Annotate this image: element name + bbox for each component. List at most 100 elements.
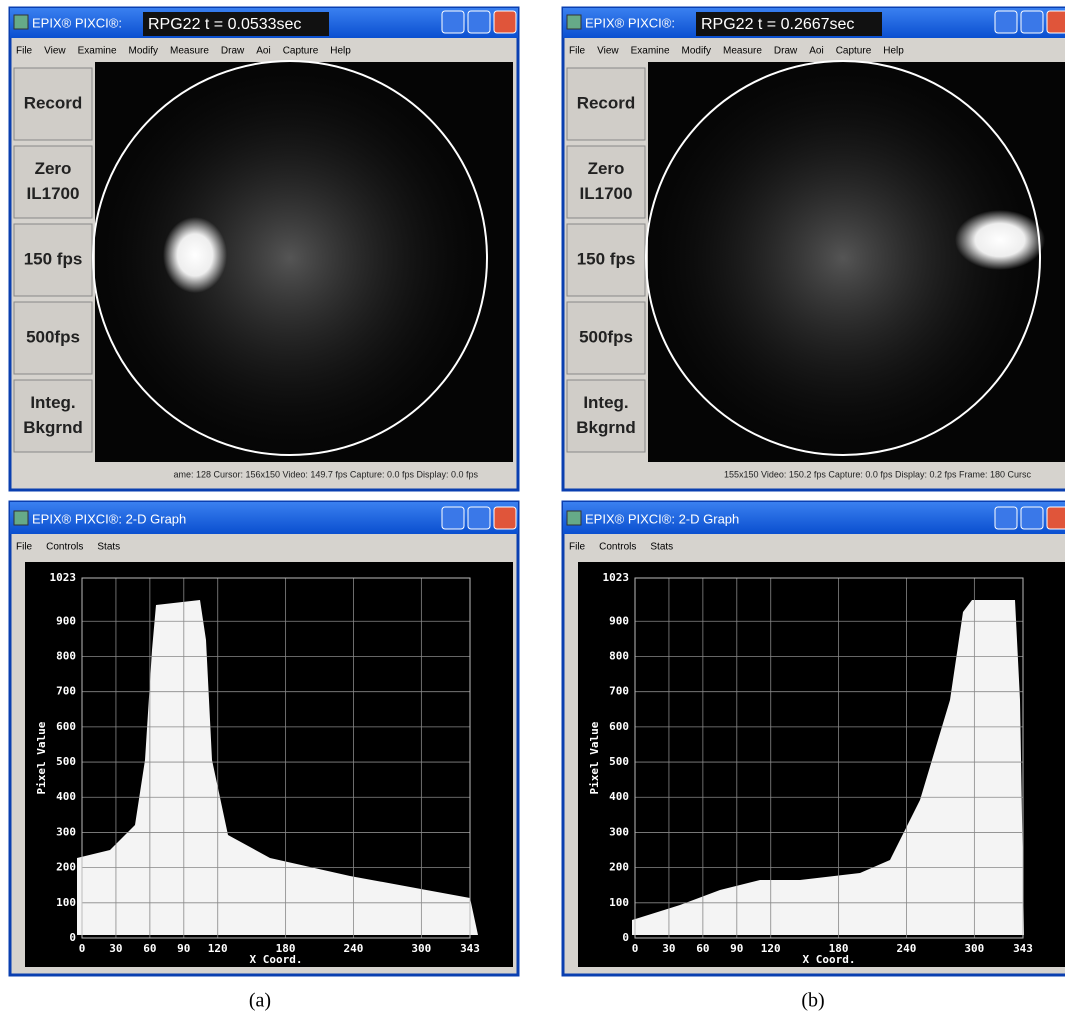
- button-label: Record: [577, 93, 636, 112]
- button-label: Zero: [588, 159, 625, 178]
- menu-item[interactable]: File: [569, 46, 586, 57]
- y-tick-label: 200: [609, 861, 629, 874]
- window-close-button[interactable]: [494, 11, 516, 33]
- bright-spot: [163, 217, 227, 293]
- x-tick-label: 60: [143, 942, 156, 955]
- window-max-button[interactable]: [468, 507, 490, 529]
- x-tick-label: 0: [632, 942, 639, 955]
- y-tick-label: 0: [69, 931, 76, 944]
- graph-title: EPIX® PIXCI®: 2-D Graph: [585, 511, 739, 526]
- app-title: EPIX® PIXCI®:: [32, 15, 122, 30]
- menu-item[interactable]: Draw: [221, 46, 245, 57]
- image-title: RPG22 t = 0.2667sec: [701, 16, 854, 33]
- x-tick-label: 90: [177, 942, 190, 955]
- menu-item[interactable]: File: [569, 542, 586, 553]
- window-min-button[interactable]: [995, 11, 1017, 33]
- y-tick-label: 600: [609, 720, 629, 733]
- app-icon: [14, 15, 28, 29]
- figure: EPIX® PIXCI®: RPG22 t = 0.0533sec File View…: [0, 0, 1065, 1020]
- window-close-button[interactable]: [1047, 11, 1065, 33]
- menu-item[interactable]: Help: [330, 46, 351, 57]
- menu-item[interactable]: Examine: [631, 46, 670, 57]
- menu-item[interactable]: Measure: [170, 46, 209, 57]
- y-tick-label: 700: [56, 685, 76, 698]
- button-label: Bkgrnd: [23, 418, 83, 437]
- button-label: 500fps: [26, 327, 80, 346]
- menu-item[interactable]: Measure: [723, 46, 762, 57]
- toolbar-button[interactable]: [14, 380, 92, 452]
- x-tick-label: 300: [964, 942, 984, 955]
- x-tick-label: 120: [761, 942, 781, 955]
- window-max-button[interactable]: [1021, 507, 1043, 529]
- x-axis-label: X Coord.: [803, 953, 856, 966]
- toolbar-button[interactable]: [567, 146, 645, 218]
- menu-item[interactable]: Draw: [774, 46, 798, 57]
- y-tick-label: 900: [56, 614, 76, 627]
- x-tick-label: 240: [344, 942, 364, 955]
- app-icon: [567, 511, 581, 525]
- y-tick-label: 600: [56, 720, 76, 733]
- y-tick-label: 400: [609, 790, 629, 803]
- menu-item[interactable]: View: [597, 46, 619, 57]
- menu-item[interactable]: Capture: [283, 46, 319, 57]
- window-min-button[interactable]: [995, 507, 1017, 529]
- x-tick-label: 343: [1013, 942, 1033, 955]
- menu-item[interactable]: Controls: [46, 542, 83, 553]
- y-tick-label: 900: [609, 614, 629, 627]
- menu-item[interactable]: Capture: [836, 46, 872, 57]
- menu-item[interactable]: Stats: [650, 542, 673, 553]
- window-max-button[interactable]: [1021, 11, 1043, 33]
- x-tick-label: 300: [411, 942, 431, 955]
- y-tick-label: 1023: [50, 571, 77, 584]
- x-tick-label: 90: [730, 942, 743, 955]
- toolbar-button[interactable]: [14, 146, 92, 218]
- y-tick-label: 700: [609, 685, 629, 698]
- bright-spot: [955, 210, 1045, 270]
- toolbar-button[interactable]: [567, 380, 645, 452]
- y-tick-label: 300: [56, 825, 76, 838]
- window-min-button[interactable]: [442, 11, 464, 33]
- menu-item[interactable]: File: [16, 46, 33, 57]
- window-min-button[interactable]: [442, 507, 464, 529]
- button-label: Bkgrnd: [576, 418, 636, 437]
- menu-item[interactable]: Modify: [682, 46, 711, 57]
- panel: EPIX® PIXCI®: RPG22 t = 0.0533sec File View…: [10, 8, 518, 1012]
- button-label: Integ.: [30, 393, 75, 412]
- x-tick-label: 240: [897, 942, 917, 955]
- graph-title: EPIX® PIXCI®: 2-D Graph: [32, 511, 186, 526]
- menu-item[interactable]: Controls: [599, 542, 636, 553]
- y-tick-label: 500: [609, 755, 629, 768]
- y-tick-label: 100: [56, 896, 76, 909]
- window-close-button[interactable]: [494, 507, 516, 529]
- window-max-button[interactable]: [468, 11, 490, 33]
- menu-item[interactable]: Help: [883, 46, 904, 57]
- menu-item[interactable]: Stats: [97, 542, 120, 553]
- x-tick-label: 60: [696, 942, 709, 955]
- caption: (b): [801, 990, 824, 1012]
- y-tick-label: 800: [56, 649, 76, 662]
- caption: (a): [249, 990, 271, 1012]
- button-label: IL1700: [580, 184, 633, 203]
- y-tick-label: 100: [609, 896, 629, 909]
- y-tick-label: 300: [609, 825, 629, 838]
- menu-item[interactable]: Modify: [129, 46, 158, 57]
- button-label: Record: [24, 93, 83, 112]
- menu-item[interactable]: Examine: [78, 46, 117, 57]
- y-tick-label: 800: [609, 649, 629, 662]
- y-tick-label: 1023: [603, 571, 630, 584]
- menu-item[interactable]: File: [16, 542, 33, 553]
- panel: EPIX® PIXCI®:RPG22 t = 0.2667secFileView…: [563, 8, 1065, 1012]
- menu-item[interactable]: Aoi: [256, 46, 270, 57]
- menu-item[interactable]: Aoi: [809, 46, 823, 57]
- y-tick-label: 500: [56, 755, 76, 768]
- x-tick-label: 30: [662, 942, 675, 955]
- image-title: RPG22 t = 0.0533sec: [148, 16, 301, 33]
- y-tick-label: 200: [56, 861, 76, 874]
- button-label: Integ.: [583, 393, 628, 412]
- button-label: Zero: [35, 159, 72, 178]
- menu-item[interactable]: View: [44, 46, 66, 57]
- window-close-button[interactable]: [1047, 507, 1065, 529]
- x-tick-label: 30: [109, 942, 122, 955]
- y-axis-label: Pixel Value: [35, 721, 48, 794]
- x-tick-label: 343: [460, 942, 480, 955]
